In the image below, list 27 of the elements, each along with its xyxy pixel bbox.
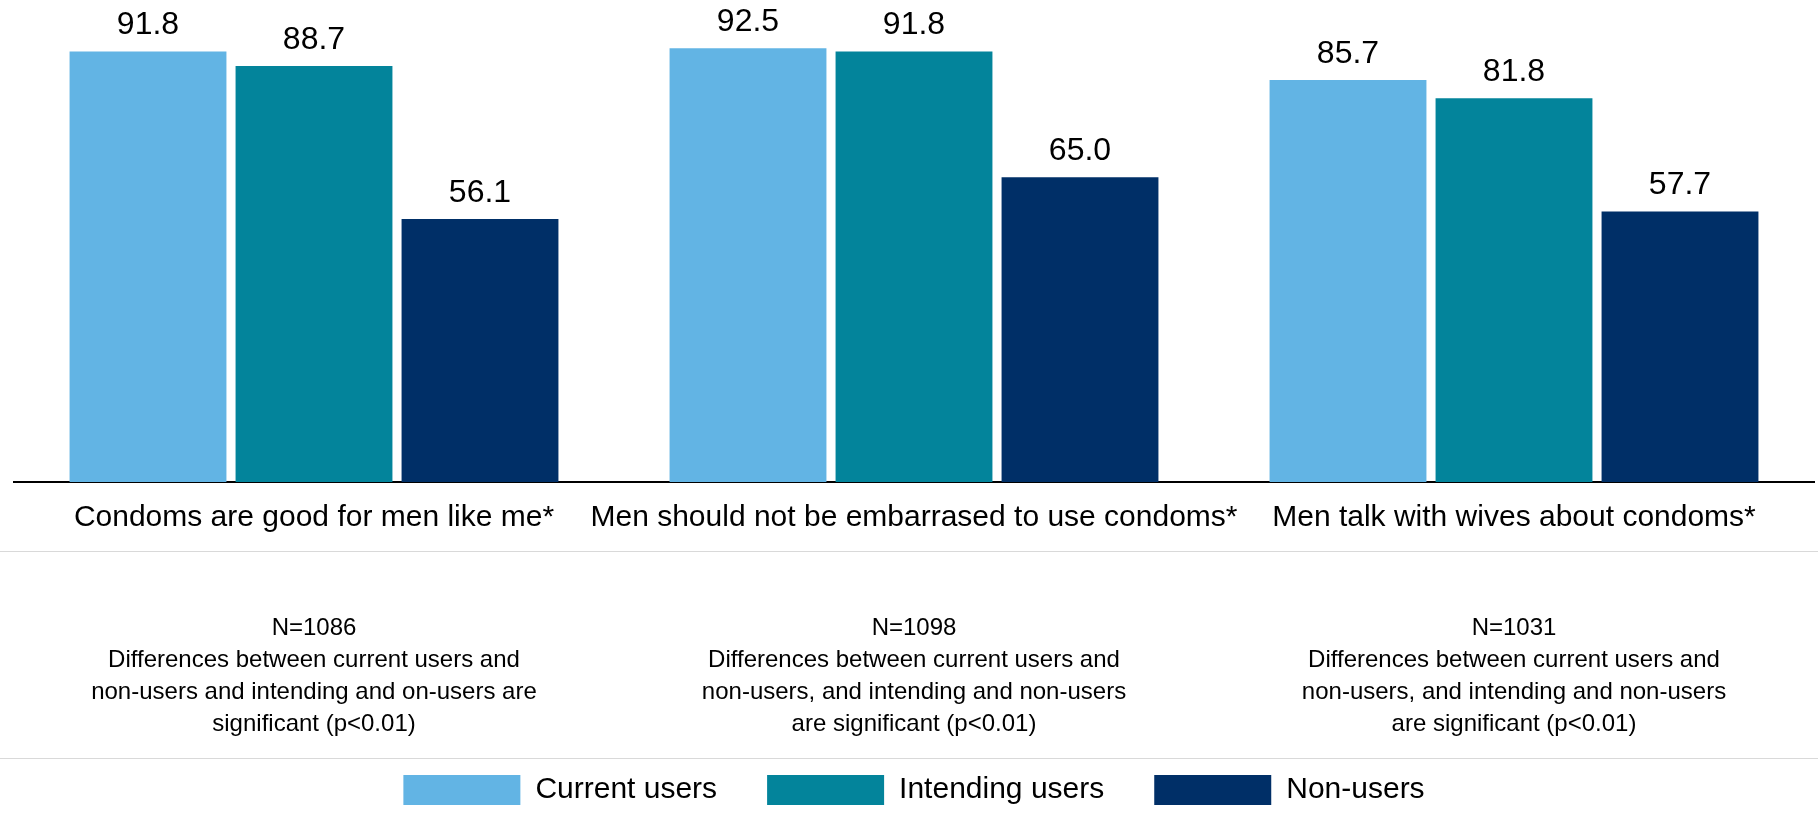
text: N=1098 Differences between current users and non-users, and intending and non-users are significant (p<0.01) [700, 612, 1128, 738]
bar [1601, 211, 1759, 482]
bar [235, 66, 393, 482]
data-label: 65.0 [1048, 130, 1112, 167]
legend-label: Current users [535, 771, 718, 805]
x-tick-label: Condoms are good for men like me* [73, 499, 555, 533]
data-label: 88.7 [282, 19, 346, 56]
bar [1435, 98, 1593, 482]
text: N=1031 Differences between current users and non-users, and intending and non-users are significant (p<0.01) [1300, 612, 1728, 738]
data-label: 91.8 [116, 5, 180, 42]
legend-label: Non-users [1286, 771, 1425, 805]
bar [669, 48, 827, 482]
x-tick-label: Men should not be embarrased to use condoms* [590, 499, 1238, 533]
bar [69, 51, 227, 482]
legend-label: Intending users [899, 771, 1105, 805]
bar [401, 218, 559, 482]
data-label: 91.8 [882, 5, 946, 42]
data-label: 85.7 [1316, 33, 1380, 70]
data-label: 56.1 [448, 172, 512, 209]
x-tick-label: Men talk with wives about condoms* [1272, 499, 1757, 533]
bar [1269, 80, 1427, 482]
data-label: 92.5 [716, 2, 780, 38]
text: N=1086 Differences between current users and non-users and intending and on-users are significant (p<0.01) [90, 612, 538, 738]
data-label: 57.7 [1648, 165, 1712, 202]
bar [1001, 177, 1159, 482]
bar [835, 51, 993, 482]
data-label: 81.8 [1482, 52, 1546, 89]
